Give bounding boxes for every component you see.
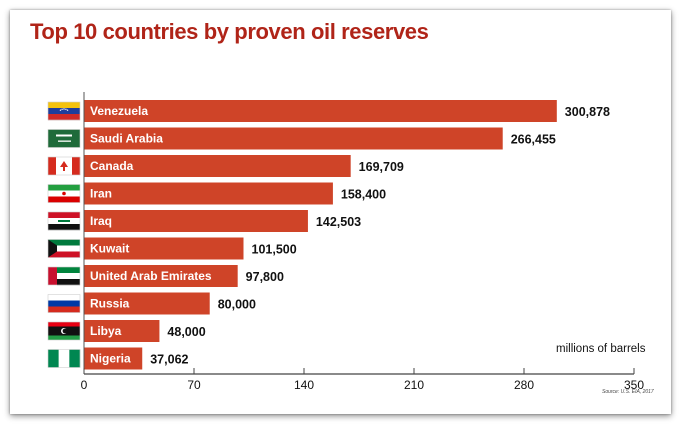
bar-category-label: Russia (90, 297, 130, 311)
bar-category-label: Iraq (90, 214, 112, 228)
canada-flag-icon (47, 156, 81, 176)
x-tick-label: 210 (404, 378, 424, 392)
kuwait-flag-icon (47, 239, 81, 258)
bar (84, 265, 238, 287)
bar-value-label: 97,800 (246, 270, 284, 284)
bar-value-label: 48,000 (167, 325, 205, 339)
bar-value-label: 300,878 (565, 105, 610, 119)
bar (84, 182, 333, 205)
venezuela-flag-icon (47, 101, 81, 121)
iran-flag-icon (47, 184, 81, 203)
chart-title: Top 10 countries by proven oil reserves (30, 19, 429, 44)
bar-category-label: Kuwait (90, 242, 129, 256)
bar-category-label: Libya (90, 324, 122, 338)
bar-value-label: 158,400 (341, 188, 386, 202)
bar-category-label: Canada (90, 159, 134, 173)
bar-category-label: Venezuela (90, 104, 148, 118)
bar (84, 100, 557, 122)
x-tick-label: 0 (81, 378, 88, 392)
bar-category-label: Nigeria (90, 352, 131, 366)
bar (84, 127, 503, 150)
x-tick-label: 350 (624, 378, 644, 392)
uae-flag-icon (47, 266, 81, 286)
source-note: Source: U.S. EIA, 2017 (602, 389, 654, 395)
bar (84, 320, 160, 342)
bar (84, 347, 143, 370)
unit-label: millions of barrels (556, 343, 646, 355)
bar-value-label: 142,503 (316, 215, 361, 229)
russia-flag-icon (47, 294, 81, 313)
x-tick-label: 280 (514, 378, 534, 392)
bar-category-label: Iran (90, 187, 112, 201)
bar-value-label: 80,000 (218, 298, 256, 312)
bar-value-label: 101,500 (252, 243, 297, 257)
saudi-arabia-flag-icon (47, 129, 81, 148)
bar (84, 292, 210, 315)
x-tick-label: 70 (187, 378, 201, 392)
bar-value-label: 266,455 (511, 133, 556, 147)
bar (84, 210, 308, 232)
bar (84, 155, 351, 177)
bar-value-label: 169,709 (359, 160, 404, 174)
bar-value-label: 37,062 (150, 353, 188, 367)
bar (84, 237, 244, 260)
bar-category-label: Saudi Arabia (90, 132, 163, 146)
libya-flag-icon (47, 321, 81, 341)
iraq-flag-icon (47, 211, 81, 231)
x-tick-label: 140 (294, 378, 314, 392)
bar-category-label: United Arab Emirates (90, 269, 212, 283)
nigeria-flag-icon (47, 349, 81, 368)
